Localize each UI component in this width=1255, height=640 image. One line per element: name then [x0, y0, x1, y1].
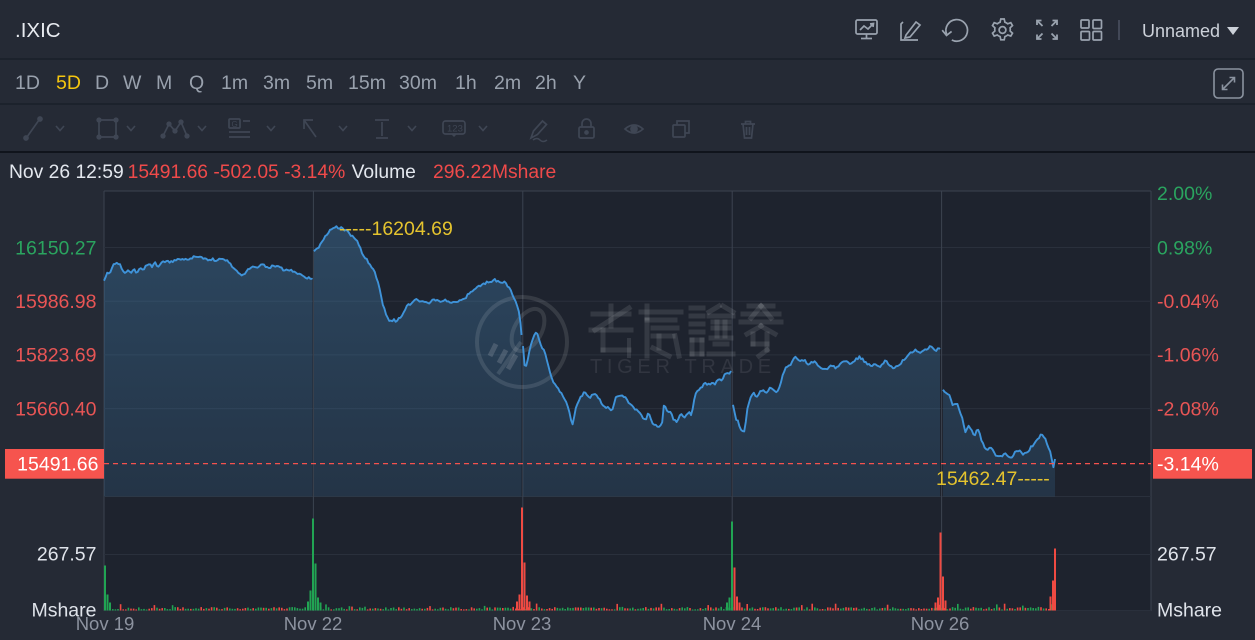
svg-text:Nov 24: Nov 24	[703, 613, 762, 634]
svg-text:D: D	[95, 72, 109, 94]
svg-text:-----16204.69: -----16204.69	[339, 218, 453, 240]
svg-text:15491.66: 15491.66	[17, 454, 98, 476]
svg-text:G: G	[232, 120, 238, 129]
svg-text:Q: Q	[189, 72, 204, 94]
svg-text:0.98%: 0.98%	[1157, 237, 1212, 259]
svg-text:5m: 5m	[306, 72, 333, 94]
svg-text:15462.47-----: 15462.47-----	[936, 468, 1050, 490]
svg-text:-3.14%: -3.14%	[1157, 454, 1219, 476]
svg-text:267.57: 267.57	[37, 544, 97, 566]
svg-text:2h: 2h	[535, 72, 557, 94]
svg-text:1m: 1m	[221, 72, 248, 94]
svg-text:Mshare: Mshare	[31, 600, 96, 622]
svg-text:1h: 1h	[455, 72, 477, 94]
svg-text:Nov 19: Nov 19	[76, 613, 135, 634]
svg-text:Unnamed: Unnamed	[1142, 21, 1220, 41]
svg-text:W: W	[123, 72, 142, 94]
svg-text:.IXIC: .IXIC	[15, 19, 61, 42]
svg-text:Mshare: Mshare	[1157, 600, 1222, 622]
svg-text:2m: 2m	[494, 72, 521, 94]
svg-text:123: 123	[447, 124, 463, 135]
svg-text:Nov 23: Nov 23	[493, 613, 552, 634]
svg-text:-1.06%: -1.06%	[1157, 345, 1219, 367]
svg-text:15660.40: 15660.40	[15, 398, 96, 420]
svg-text:16150.27: 16150.27	[15, 237, 96, 259]
svg-text:M: M	[156, 72, 172, 94]
svg-text:-2.08%: -2.08%	[1157, 398, 1219, 420]
svg-text:1D: 1D	[15, 72, 40, 94]
svg-text:2.00%: 2.00%	[1157, 183, 1212, 205]
svg-text:TIGER TRADE: TIGER TRADE	[590, 356, 776, 378]
svg-text:Y: Y	[573, 72, 586, 94]
svg-text:Nov 22: Nov 22	[284, 613, 343, 634]
svg-text:5D: 5D	[56, 72, 81, 94]
svg-text:15986.98: 15986.98	[15, 291, 96, 313]
svg-text:Nov 26: Nov 26	[911, 613, 970, 634]
svg-text:30m: 30m	[399, 72, 437, 94]
svg-text:267.57: 267.57	[1157, 544, 1217, 566]
svg-text:15823.69: 15823.69	[15, 345, 96, 367]
svg-text:-0.04%: -0.04%	[1157, 291, 1219, 313]
svg-text:3m: 3m	[263, 72, 290, 94]
svg-text:15m: 15m	[348, 72, 386, 94]
